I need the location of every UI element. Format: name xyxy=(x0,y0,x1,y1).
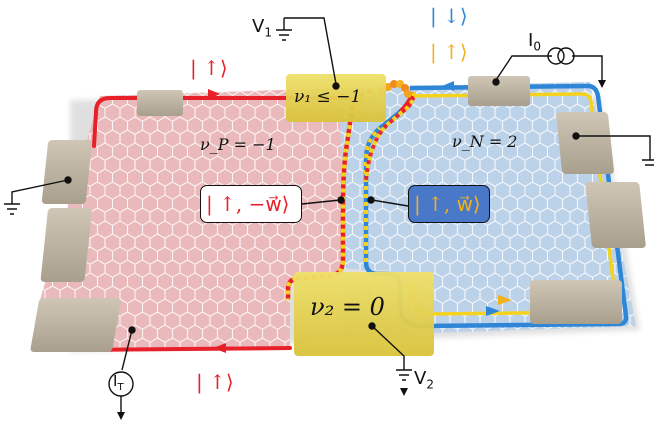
V2-text: V xyxy=(414,368,427,389)
I0-arrow xyxy=(598,80,606,88)
V2-sub: 2 xyxy=(426,377,434,392)
IT-label: IT xyxy=(113,374,124,393)
V1-label: V1 xyxy=(252,18,272,39)
gate-nu1 xyxy=(286,74,386,122)
I0-label: I0 xyxy=(528,32,541,53)
nuP-label: ν_P = −1 xyxy=(200,135,276,154)
I0-sub: 0 xyxy=(533,39,541,54)
red-arrow-bottom xyxy=(213,343,226,353)
state-w-label: | ↑, w⃗⟩ xyxy=(414,192,481,216)
I0-text: I xyxy=(528,30,534,51)
state-minus-w-label: | ↑, −w⃗⟩ xyxy=(206,192,290,216)
red-arrow-top xyxy=(208,89,220,99)
yellow-arrow xyxy=(498,295,512,305)
spin-up-top-label: | ↑⟩ xyxy=(190,56,228,80)
V1-text: V xyxy=(252,16,265,37)
IT-text: I xyxy=(113,372,118,390)
IT-arrow xyxy=(117,412,125,420)
V2-arrow xyxy=(400,388,408,396)
gate-nu2 xyxy=(294,272,434,356)
nu2-label: ν₂ = 0 xyxy=(310,293,385,321)
V2-label: V2 xyxy=(414,370,434,391)
blue-arrow-top xyxy=(442,81,454,91)
spin-up-gold-label: | ↑⟩ xyxy=(430,40,468,64)
nuN-label: ν_N = 2 xyxy=(452,132,518,151)
state-w-box xyxy=(408,185,490,223)
IT-sub: T xyxy=(117,382,124,393)
state-pointers xyxy=(301,196,409,207)
wiring xyxy=(4,17,654,414)
V1-sub: 1 xyxy=(264,25,272,40)
blue-arrow-bottom xyxy=(486,306,500,316)
spin-up-bottom-label: | ↑⟩ xyxy=(196,370,234,394)
p-lattice xyxy=(40,88,343,352)
spin-down-label: | ↓⟩ xyxy=(430,4,468,28)
state-minus-w-box xyxy=(200,185,302,223)
nu1-label: ν₁ ≤ −1 xyxy=(294,87,362,107)
contacts xyxy=(30,76,646,352)
